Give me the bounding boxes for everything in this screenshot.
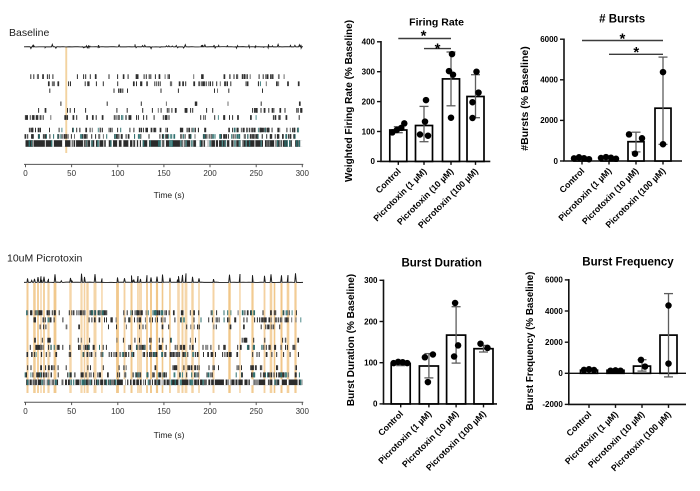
svg-text:400: 400 bbox=[362, 38, 376, 47]
svg-text:50: 50 bbox=[67, 169, 76, 178]
svg-text:-2000: -2000 bbox=[542, 400, 563, 409]
svg-text:Burst Frequency: Burst Frequency bbox=[582, 257, 674, 269]
svg-text:250: 250 bbox=[250, 407, 264, 416]
svg-text:# Bursts: # Bursts bbox=[599, 14, 645, 26]
svg-text:300: 300 bbox=[362, 68, 376, 77]
svg-text:300: 300 bbox=[364, 276, 378, 285]
svg-text:Firing Rate: Firing Rate bbox=[409, 17, 464, 29]
svg-text:2000: 2000 bbox=[540, 116, 558, 125]
svg-text:*: * bbox=[619, 30, 625, 47]
svg-text:100: 100 bbox=[111, 169, 125, 178]
svg-text:0: 0 bbox=[23, 407, 28, 416]
svg-text:10uM Picrotoxin: 10uM Picrotoxin bbox=[7, 253, 82, 265]
svg-text:100: 100 bbox=[362, 127, 376, 136]
svg-text:Burst Duration (% Baseline): Burst Duration (% Baseline) bbox=[346, 274, 357, 406]
svg-text:Time (s): Time (s) bbox=[154, 430, 185, 440]
svg-text:200: 200 bbox=[364, 317, 378, 326]
svg-text:0: 0 bbox=[23, 169, 28, 178]
svg-text:*: * bbox=[633, 44, 639, 61]
svg-text:150: 150 bbox=[157, 169, 171, 178]
svg-text:Burst Duration: Burst Duration bbox=[401, 258, 482, 270]
svg-text:*: * bbox=[435, 41, 441, 58]
svg-text:Burst Frequency (% Baseline): Burst Frequency (% Baseline) bbox=[525, 272, 536, 411]
svg-text:100: 100 bbox=[364, 359, 378, 368]
svg-text:Weighted Firing Rate (% Baseli: Weighted Firing Rate (% Baseline) bbox=[344, 20, 355, 182]
svg-text:50: 50 bbox=[67, 407, 76, 416]
svg-text:2000: 2000 bbox=[545, 338, 563, 347]
svg-text:#Bursts (% Baseline): #Bursts (% Baseline) bbox=[519, 46, 531, 150]
svg-text:4000: 4000 bbox=[540, 76, 558, 85]
svg-text:Time (s): Time (s) bbox=[154, 190, 185, 200]
svg-text:0: 0 bbox=[554, 157, 559, 166]
svg-text:300: 300 bbox=[296, 407, 310, 416]
svg-text:0: 0 bbox=[371, 157, 376, 166]
svg-text:300: 300 bbox=[296, 169, 310, 178]
svg-text:Baseline: Baseline bbox=[9, 27, 49, 39]
svg-text:200: 200 bbox=[203, 407, 217, 416]
svg-text:150: 150 bbox=[157, 407, 171, 416]
svg-text:0: 0 bbox=[373, 400, 378, 409]
svg-text:6000: 6000 bbox=[545, 276, 563, 285]
svg-text:6000: 6000 bbox=[540, 35, 558, 44]
svg-text:4000: 4000 bbox=[545, 307, 563, 316]
svg-text:*: * bbox=[421, 28, 427, 45]
svg-text:0: 0 bbox=[558, 369, 563, 378]
svg-text:250: 250 bbox=[250, 169, 264, 178]
svg-text:200: 200 bbox=[203, 169, 217, 178]
svg-text:200: 200 bbox=[362, 97, 376, 106]
svg-text:100: 100 bbox=[111, 407, 125, 416]
